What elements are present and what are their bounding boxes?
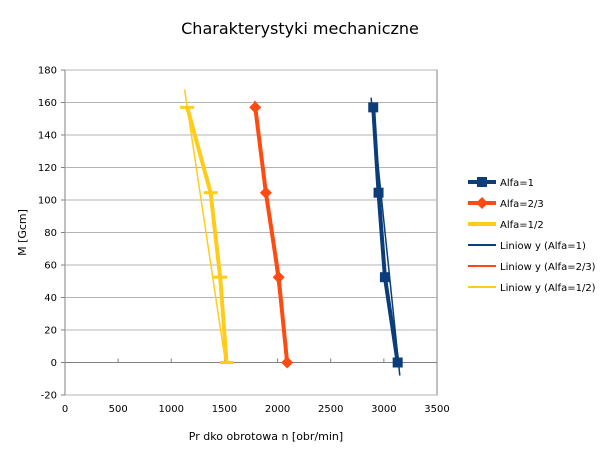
y-tick-label: -20 — [41, 391, 57, 402]
legend: Alfa=1 Alfa=2/3 Alfa=1/2 Liniow y (Alfa=1) L… — [468, 177, 596, 294]
data-point — [213, 275, 228, 279]
y-tick-label: 0 — [51, 358, 57, 369]
legend-item: Liniow y (Alfa=1/2) — [468, 283, 596, 294]
data-point — [476, 197, 488, 209]
legend-label: Alfa=1 — [500, 178, 534, 189]
legend-label: Alfa=2/3 — [500, 199, 544, 210]
x-tick-label: 1500 — [212, 404, 237, 415]
x-tick-label: 2500 — [318, 404, 343, 415]
data-point — [475, 222, 489, 226]
data-point — [368, 102, 379, 113]
series — [180, 101, 403, 369]
y-tick-label: 100 — [38, 196, 57, 207]
data-point — [249, 101, 262, 114]
data-point — [180, 105, 195, 109]
series-alfa-1-2 — [180, 105, 234, 364]
y-axis-label: M [Gcm] — [16, 209, 29, 256]
x-tick-label: 3500 — [424, 404, 449, 415]
data-point — [373, 187, 384, 198]
data-point — [259, 186, 272, 199]
y-tick-label: 80 — [44, 228, 57, 239]
series-alfa-1 — [368, 102, 403, 368]
x-tick-label: 1000 — [159, 404, 184, 415]
legend-label: Alfa=1/2 — [500, 220, 544, 231]
trendline — [183, 89, 227, 363]
data-point — [477, 177, 487, 187]
legend-label: Liniow y (Alfa=2/3) — [500, 262, 596, 273]
x-axis: 0 500 1000 1500 2000 2500 3000 3500 — [62, 358, 450, 415]
y-tick-label: 180 — [38, 66, 57, 77]
x-tick-label: 2000 — [265, 404, 290, 415]
data-point — [203, 191, 218, 195]
grid — [65, 69, 437, 396]
legend-label: Liniow y (Alfa=1/2) — [500, 283, 596, 294]
y-tick-label: 140 — [38, 131, 57, 142]
legend-item: Alfa=1/2 — [468, 220, 544, 231]
chart-title: Charakterystyki mechaniczne — [181, 19, 419, 38]
legend-item: Liniow y (Alfa=1) — [468, 241, 586, 252]
legend-item: Alfa=2/3 — [468, 197, 544, 210]
data-point — [219, 361, 234, 364]
y-tick-label: 20 — [44, 326, 57, 337]
legend-item: Liniow y (Alfa=2/3) — [468, 262, 596, 273]
y-axis: -20 0 20 40 60 80 100 120 140 160 180 — [38, 66, 65, 402]
y-tick-label: 120 — [38, 163, 57, 174]
data-point — [281, 356, 294, 369]
legend-label: Liniow y (Alfa=1) — [500, 241, 586, 252]
y-tick-label: 40 — [44, 293, 57, 304]
series-line — [185, 106, 229, 363]
series-line — [253, 107, 290, 363]
x-tick-label: 3000 — [371, 404, 396, 415]
series-alfa-2-3 — [249, 101, 294, 369]
data-point — [272, 271, 285, 284]
x-tick-label: 500 — [109, 404, 128, 415]
legend-item: Alfa=1 — [468, 177, 534, 189]
x-tick-label: 0 — [62, 404, 68, 415]
x-axis-label: Pr dko obrotowa n [obr/min] — [189, 430, 343, 443]
y-tick-label: 160 — [38, 98, 57, 109]
series-line — [371, 107, 400, 363]
data-point — [392, 357, 403, 368]
y-tick-label: 60 — [44, 261, 57, 272]
data-point — [379, 272, 390, 283]
